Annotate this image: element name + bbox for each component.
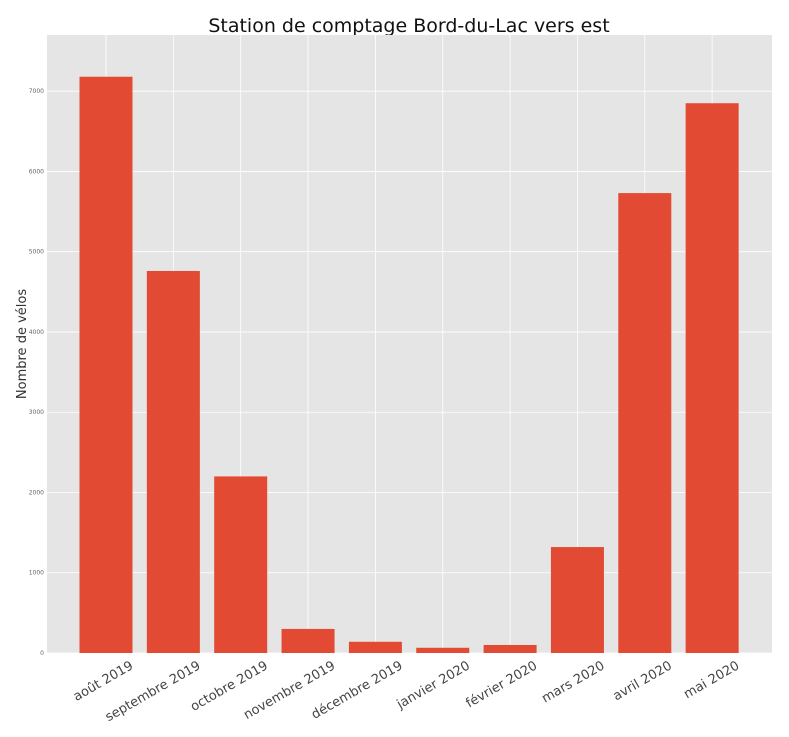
bar — [618, 193, 672, 653]
bar — [79, 76, 133, 654]
y-tick-label: 4000 — [29, 329, 44, 336]
y-tick-label: 6000 — [29, 168, 44, 175]
x-tick-label: mai 2020 — [681, 658, 742, 702]
bar — [685, 103, 739, 654]
y-tick-label: 2000 — [29, 489, 44, 496]
bar — [483, 644, 537, 653]
x-tick-label: février 2020 — [463, 658, 540, 711]
x-tick-label: mars 2020 — [539, 658, 607, 706]
bar — [416, 647, 470, 653]
bar — [146, 270, 200, 653]
bar — [281, 628, 335, 653]
y-tick-label: 1000 — [29, 570, 44, 577]
bar — [214, 476, 268, 653]
x-tick-label: avril 2020 — [611, 658, 675, 704]
y-tick-label: 5000 — [29, 249, 44, 256]
y-tick-label: 7000 — [29, 88, 44, 95]
y-axis-label: Nombre de vélos — [15, 289, 30, 399]
y-axis-ticks: 0 1000 2000 3000 4000 5000 6000 7000 — [29, 88, 44, 657]
x-tick-label: janvier 2020 — [394, 658, 473, 712]
chart-title: Station de comptage Bord-du-Lac vers est — [208, 15, 609, 37]
bars — [79, 76, 739, 654]
bar — [550, 547, 604, 653]
y-tick-label: 3000 — [29, 409, 44, 416]
bar — [348, 641, 402, 653]
y-tick-label: 0 — [40, 650, 44, 657]
